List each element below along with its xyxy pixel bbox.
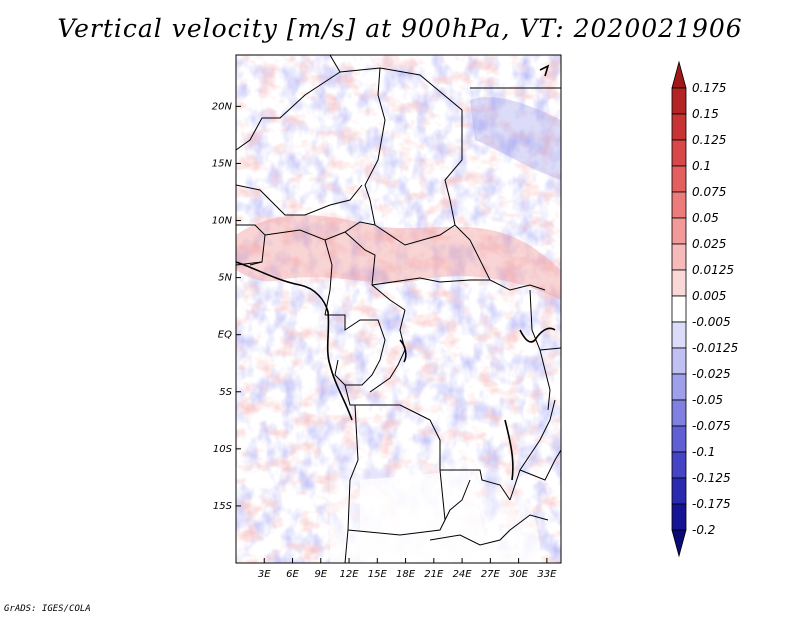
colorbar-swatch <box>671 113 687 141</box>
colorbar-label: 0.175 <box>692 81 726 95</box>
colorbar-label: -0.075 <box>692 419 731 433</box>
colorbar-swatch <box>671 217 687 245</box>
colorbar-swatch <box>671 269 687 297</box>
coastlines <box>236 64 556 481</box>
lat-label: 10N <box>212 216 233 227</box>
colorbar-label: -0.0125 <box>692 341 738 355</box>
lon-label: 24E <box>453 569 473 580</box>
colorbar-swatch <box>671 503 687 531</box>
colorbar-swatch <box>671 321 687 349</box>
colorbar-swatch <box>671 139 687 167</box>
colorbar-swatch <box>671 529 687 558</box>
colorbar-swatch <box>671 373 687 401</box>
colorbar-swatch <box>671 451 687 479</box>
colorbar-swatch <box>671 60 687 89</box>
colorbar-label: -0.2 <box>692 523 715 537</box>
lat-label: 10S <box>213 444 233 455</box>
colorbar-label: 0.0125 <box>692 263 734 277</box>
credit-label: GrADS: IGES/COLA <box>4 604 91 614</box>
lon-label: 18E <box>396 569 416 580</box>
lon-label: 27E <box>481 569 501 580</box>
colorbar-label: -0.05 <box>692 393 723 407</box>
lon-label: 21E <box>424 569 444 580</box>
colorbar-label: -0.005 <box>692 315 731 329</box>
lon-label: 3E <box>258 569 271 580</box>
lon-label: 15E <box>368 569 388 580</box>
colorbar-label: 0.075 <box>692 185 726 199</box>
colorbar-swatch <box>671 191 687 219</box>
colorbar-swatch <box>671 399 687 427</box>
lat-label: 20N <box>212 101 233 112</box>
lat-label: 15S <box>213 501 233 512</box>
country-borders <box>236 55 561 563</box>
colorbar: 0.175 0.15 0.125 0.1 0.075 0.05 0.025 0.0125 0.0… <box>671 60 738 558</box>
colorbar-label: 0.125 <box>692 133 726 147</box>
colorbar-swatch <box>671 477 687 505</box>
colorbar-swatch <box>671 87 687 115</box>
colorbar-swatch <box>671 165 687 193</box>
colorbar-label: 0.005 <box>692 289 726 303</box>
lon-label: 33E <box>537 569 557 580</box>
colorbar-label: 0.025 <box>692 237 726 251</box>
colorbar-swatch <box>671 347 687 375</box>
colorbar-swatch <box>671 243 687 271</box>
colorbar-label: 0.1 <box>692 159 711 173</box>
colorbar-label: -0.1 <box>692 445 715 459</box>
longitude-axis: 3E 6E 9E 12E 15E 18E 21E 24E 27E 30E 33E <box>258 558 557 580</box>
colorbar-label: -0.175 <box>692 497 731 511</box>
lon-label: 6E <box>286 569 299 580</box>
colorbar-swatch <box>671 425 687 453</box>
lon-label: 9E <box>314 569 327 580</box>
lon-label: 12E <box>340 569 360 580</box>
lon-label: 30E <box>509 569 529 580</box>
lat-label: 5N <box>218 273 232 284</box>
colorbar-label: -0.025 <box>692 367 731 381</box>
lat-label: 15N <box>212 158 233 169</box>
plot-frame <box>235 54 562 564</box>
colorbar-label: 0.05 <box>692 211 719 225</box>
vertical-velocity-field <box>236 55 561 563</box>
colorbar-swatch <box>671 295 687 323</box>
latitude-axis: 20N 15N 10N 5N EQ 5S 10S 15S <box>212 101 241 512</box>
lat-label: 5S <box>219 387 232 398</box>
lat-label: EQ <box>218 330 232 341</box>
colorbar-label: -0.125 <box>692 471 731 485</box>
colorbar-label: 0.15 <box>692 107 719 121</box>
page-title: Vertical velocity [m/s] at 900hPa, VT: 2… <box>57 14 743 43</box>
